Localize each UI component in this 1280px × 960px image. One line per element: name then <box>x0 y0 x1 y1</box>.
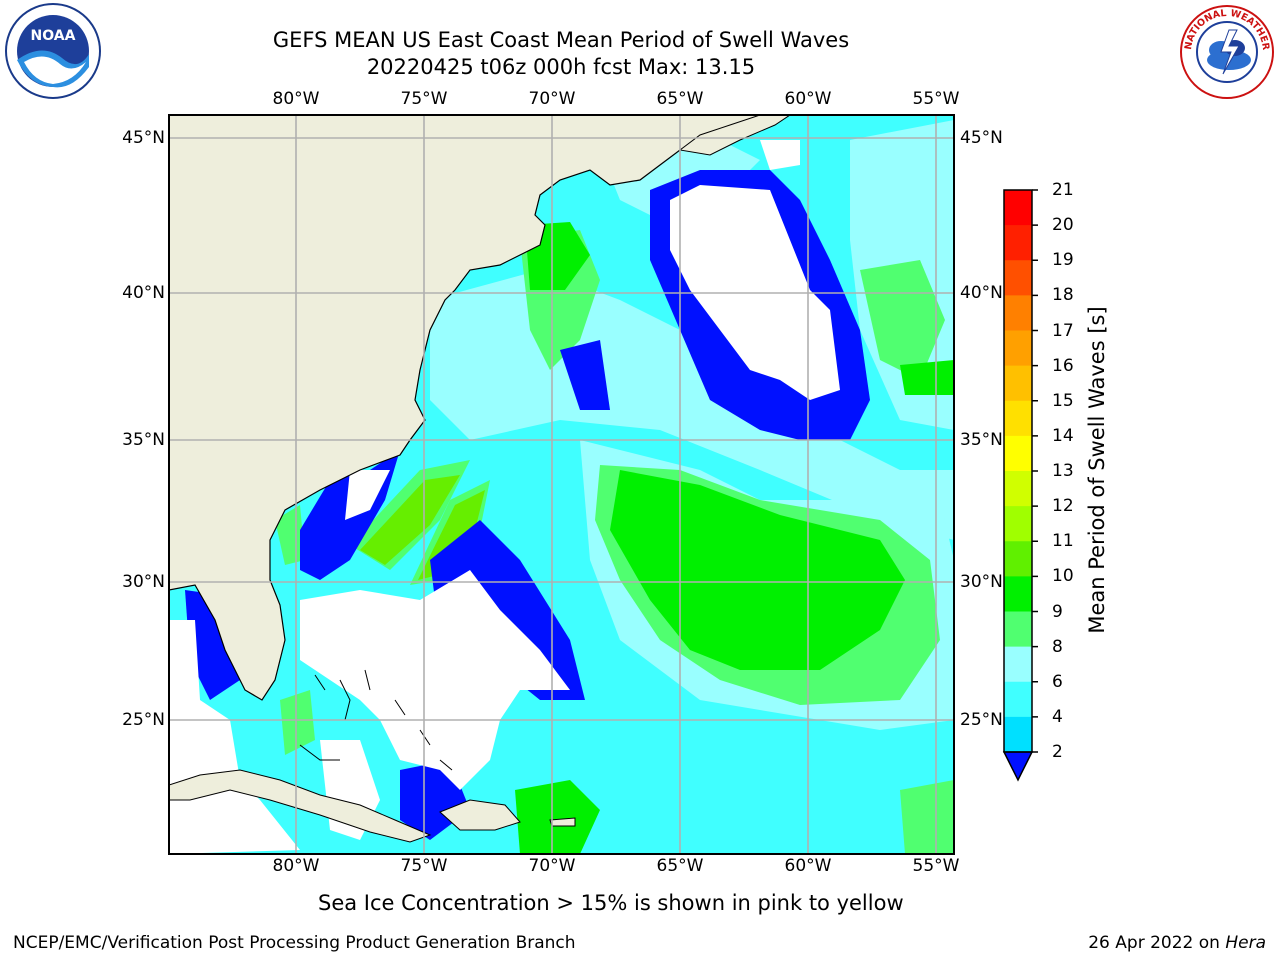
colorbar-segment <box>1004 716 1032 753</box>
bahamas-islands <box>299 669 453 771</box>
white-zone-carolina <box>345 470 390 520</box>
noaa-logo-text: NOAA <box>31 28 76 44</box>
lon-label-top: 65°W <box>656 89 704 109</box>
colorbar-tick-label: 16 <box>1052 355 1074 376</box>
land-puerto-rico-area <box>549 817 576 827</box>
blue-zone-mid <box>560 340 610 410</box>
green-zone-se <box>900 780 954 854</box>
chart-subtitle: 20220425 t06z 000h fcst Max: 13.15 <box>366 55 756 79</box>
lat-label-left: 45°N <box>122 128 165 148</box>
green-zone-east <box>860 260 945 380</box>
white-zone-south <box>300 570 570 790</box>
lon-label-top: 75°W <box>400 89 448 109</box>
colorbar-segment <box>1004 646 1032 683</box>
land-cuba <box>169 769 432 843</box>
lat-label-right: 30°N <box>960 572 1003 592</box>
lon-label-top: 55°W <box>912 89 960 109</box>
lon-label-top: 60°W <box>784 89 832 109</box>
lat-label-left: 35°N <box>122 430 165 450</box>
colorbar-tick-label: 9 <box>1052 601 1063 622</box>
colorbar-extend-arrow <box>1002 751 1034 782</box>
colorbar-tick-label: 6 <box>1052 671 1063 692</box>
map-border <box>168 114 955 855</box>
lat-label-left: 25°N <box>122 710 165 730</box>
land-nova-scotia <box>678 115 791 156</box>
chart-title: GEFS MEAN US East Coast Mean Period of S… <box>272 28 850 52</box>
colorbar-segment <box>1004 400 1032 437</box>
land-north-america <box>169 115 761 701</box>
credit-organization: NCEP/EMC/Verification Post Processing Pr… <box>13 933 576 953</box>
colorbar-segment <box>1004 435 1032 472</box>
lat-label-left: 30°N <box>122 572 165 592</box>
colorbar-tick-label: 21 <box>1052 180 1074 200</box>
colorbar-tick-label: 11 <box>1052 531 1074 552</box>
colorbar-segment <box>1004 365 1032 402</box>
colorbar-tick-label: 2 <box>1052 742 1063 762</box>
lon-label-bottom: 70°W <box>528 856 576 876</box>
credit-date-text: 26 Apr 2022 on <box>1088 933 1220 953</box>
land-hispaniola <box>439 799 521 831</box>
credit-machine: Hera <box>1225 933 1266 953</box>
colorbar-segment <box>1004 506 1032 542</box>
colorbar-label: Mean Period of Swell Waves [s] <box>1085 306 1109 634</box>
colorbar-segment <box>1004 541 1032 577</box>
credit-date: 26 Apr 2022 on Hera <box>1088 933 1266 953</box>
green-zone-coast <box>275 505 305 565</box>
colorbar-tick-label: 13 <box>1052 461 1074 481</box>
lat-label-right: 35°N <box>960 430 1003 450</box>
lon-label-bottom: 75°W <box>400 856 448 876</box>
lon-label-bottom: 65°W <box>656 856 704 876</box>
green-zone-cuba <box>280 690 315 755</box>
colorbar-segment <box>1004 681 1032 718</box>
white-zone-nova-scotia <box>760 140 800 170</box>
colorbar-segment <box>1004 295 1032 331</box>
green-zone-caribbean <box>515 780 600 854</box>
lat-label-right: 40°N <box>960 283 1003 303</box>
green-zone-ridge-1-core <box>360 475 460 565</box>
colorbar-tick-label: 17 <box>1052 320 1074 341</box>
colorbar-tick-label: 14 <box>1052 425 1074 446</box>
colorbar <box>1002 189 1038 782</box>
lat-label-right: 45°N <box>960 128 1003 148</box>
colorbar-segment <box>1004 471 1032 507</box>
lat-label-right: 25°N <box>960 710 1003 730</box>
colorbar-tick-label: 8 <box>1052 636 1063 657</box>
colorbar-tick-label: 4 <box>1052 706 1063 727</box>
colorbar-tick-label: 15 <box>1052 390 1074 411</box>
colorbar-segment <box>1004 576 1032 612</box>
sea-ice-footnote: Sea Ice Concentration > 15% is shown in … <box>318 891 904 915</box>
blue-zone-florida <box>185 590 240 700</box>
lon-label-bottom: 60°W <box>784 856 832 876</box>
colorbar-segment <box>1004 611 1032 648</box>
lon-label-bottom: 55°W <box>912 856 960 876</box>
colorbar-segment <box>1004 260 1032 296</box>
green-zone-main-core <box>610 470 905 670</box>
colorbar-segment <box>1004 225 1032 261</box>
lon-label-bottom: 80°W <box>272 856 320 876</box>
nws-logo: NATIONAL WEATHER SERVICE <box>1177 2 1274 99</box>
colorbar-tick-label: 20 <box>1052 215 1074 236</box>
colorbar-tick-label: 10 <box>1052 566 1074 587</box>
lon-label-top: 70°W <box>528 89 576 109</box>
colorbar-tick-label: 18 <box>1052 285 1074 306</box>
colorbar-tick-label: 19 <box>1052 250 1074 271</box>
graticule <box>169 115 954 854</box>
blue-zone-south <box>430 520 585 700</box>
colorbar-segment <box>1004 190 1032 226</box>
lat-label-left: 40°N <box>122 283 165 303</box>
green-zone-east-core <box>900 360 954 395</box>
noaa-logo: NOAA <box>5 3 101 99</box>
lon-label-top: 80°W <box>272 89 320 109</box>
colorbar-tick-label: 12 <box>1052 496 1074 517</box>
colorbar-segment <box>1004 330 1032 367</box>
